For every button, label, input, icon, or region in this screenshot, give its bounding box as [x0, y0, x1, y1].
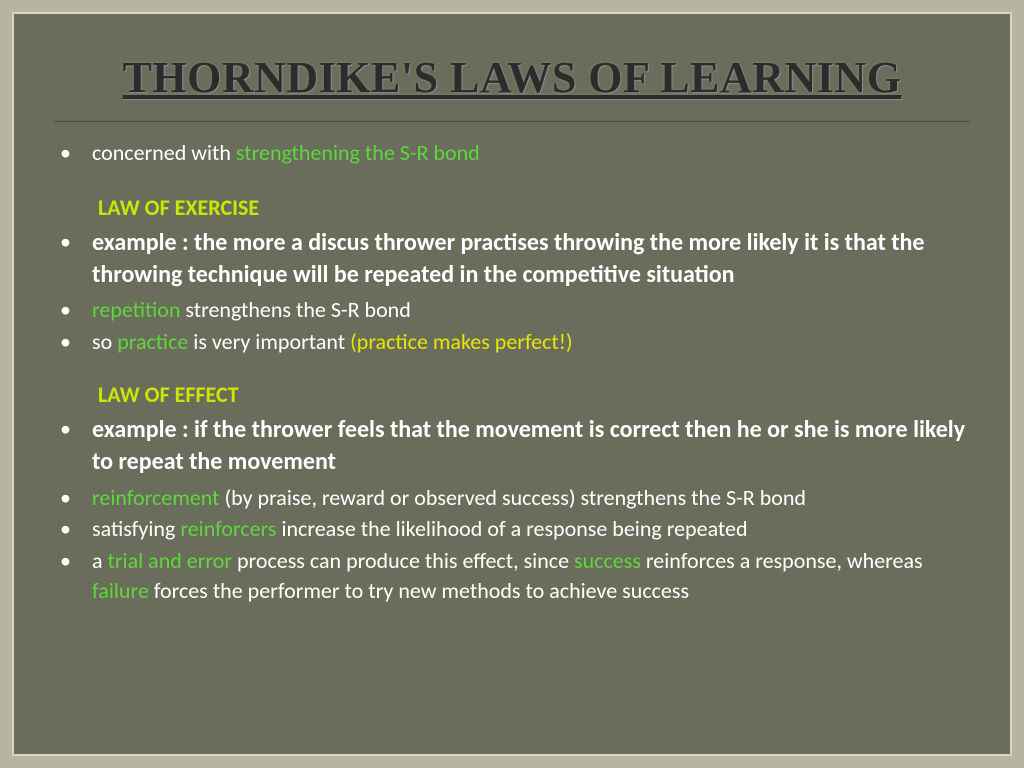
- bullet-satisfying: • satisfying reinforcers increase the li…: [54, 514, 970, 544]
- bullet-icon: •: [54, 295, 92, 325]
- bullet-icon: •: [54, 327, 92, 357]
- text-span: forces the performer to try new methods …: [149, 577, 689, 604]
- text-span: success: [574, 547, 641, 574]
- bullet-ex-example: • example : the more a discus thrower pr…: [54, 227, 970, 292]
- text-span: satisfying: [92, 515, 180, 542]
- text-span: so: [92, 328, 117, 355]
- text-span: failure: [92, 577, 149, 604]
- text-span: repetition: [92, 296, 180, 323]
- effect-list: • example : if the thrower feels that th…: [54, 414, 970, 606]
- text-span: process can produce this effect, since: [232, 547, 574, 574]
- text-span: (practice makes perfect!): [350, 328, 573, 355]
- bullet-concerned: • concerned with strengthening the S-R b…: [54, 138, 970, 168]
- text-span: concerned with: [92, 139, 236, 166]
- text-span: example : the more a discus thrower prac…: [92, 227, 970, 292]
- slide-frame: THORNDIKE'S LAWS OF LEARNING • concerned…: [12, 12, 1012, 756]
- bullet-icon: •: [54, 414, 92, 479]
- text-span: reinforces a response, whereas: [641, 547, 923, 574]
- heading-law-of-exercise: LAW OF EXERCISE: [54, 194, 970, 221]
- bullet-icon: •: [54, 546, 92, 605]
- text-span: increase the likelihood of a response be…: [276, 515, 747, 542]
- text-span: a: [92, 547, 108, 574]
- text-span: (by praise, reward or observed success) …: [220, 484, 806, 511]
- bullet-practice: • so practice is very important (practic…: [54, 327, 970, 357]
- text-span: reinforcement: [92, 484, 220, 511]
- bullet-icon: •: [54, 227, 92, 292]
- bullet-reinforcement: • reinforcement (by praise, reward or ob…: [54, 483, 970, 513]
- exercise-list: • example : the more a discus thrower pr…: [54, 227, 970, 357]
- content-list: • concerned with strengthening the S-R b…: [54, 138, 970, 168]
- slide-title: THORNDIKE'S LAWS OF LEARNING: [54, 52, 970, 103]
- bullet-icon: •: [54, 514, 92, 544]
- text-span: strengthens the S-R bond: [180, 296, 410, 323]
- text-span: example : if the thrower feels that the …: [92, 414, 970, 479]
- text-span: is very important: [188, 328, 350, 355]
- text-span: trial and error: [108, 547, 232, 574]
- bullet-icon: •: [54, 483, 92, 513]
- text-span: strengthening the S-R bond: [236, 139, 480, 166]
- bullet-repetition: • repetition strengthens the S-R bond: [54, 295, 970, 325]
- heading-law-of-effect: LAW OF EFFECT: [54, 381, 970, 408]
- bullet-trial-and-error: • a trial and error process can produce …: [54, 546, 970, 605]
- bullet-icon: •: [54, 138, 92, 168]
- bullet-ef-example: • example : if the thrower feels that th…: [54, 414, 970, 479]
- title-divider: [54, 121, 970, 122]
- text-span: practice: [117, 328, 188, 355]
- text-span: reinforcers: [180, 515, 276, 542]
